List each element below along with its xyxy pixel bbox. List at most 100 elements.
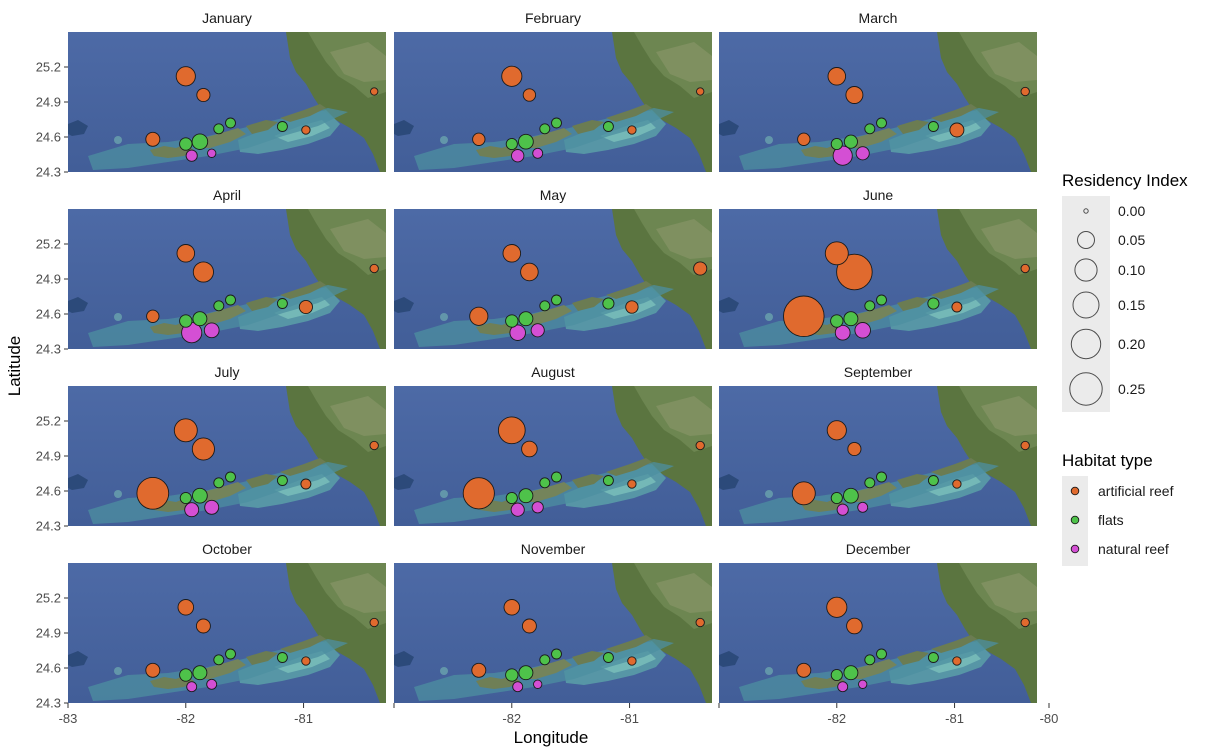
satellite-basemap xyxy=(68,209,386,349)
facet-strip xyxy=(68,362,386,386)
facet-strip xyxy=(719,8,1037,32)
facet-panel: May xyxy=(394,185,712,349)
legend: Residency Index 0.00 0.05 0.10 0.15 0.20 0.25… xyxy=(1062,171,1188,566)
y-tick-label: 25.2 xyxy=(36,414,61,429)
y-axis-title: Latitude xyxy=(5,336,24,397)
data-point xyxy=(836,253,873,291)
satellite-basemap xyxy=(68,386,386,526)
x-tick-label: -81 xyxy=(945,711,964,726)
data-point xyxy=(627,479,637,489)
color-legend-label: natural reef xyxy=(1098,541,1169,557)
x-tick-label: -80 xyxy=(1040,711,1059,726)
facet-panel: October xyxy=(68,539,386,703)
data-point xyxy=(827,67,847,86)
data-point xyxy=(858,679,868,689)
x-tick-label: -82 xyxy=(176,711,195,726)
data-point xyxy=(783,295,825,338)
data-point xyxy=(533,679,543,689)
data-point xyxy=(864,300,876,312)
size-legend-label: 0.05 xyxy=(1118,232,1145,248)
facet-label: December xyxy=(846,541,911,557)
facet-strip xyxy=(68,8,386,32)
y-tick-label: 24.6 xyxy=(36,484,61,499)
data-point xyxy=(191,437,215,461)
size-legend-key xyxy=(1072,291,1100,319)
data-point xyxy=(518,488,534,504)
data-point xyxy=(206,678,218,690)
data-point xyxy=(225,294,236,306)
data-point xyxy=(179,491,192,505)
facet-strip xyxy=(719,539,1037,563)
y-tick-label: 24.9 xyxy=(36,272,61,287)
data-point xyxy=(843,665,859,681)
data-point xyxy=(854,322,871,339)
satellite-basemap xyxy=(394,209,712,349)
color-legend-title: Habitat type xyxy=(1062,451,1153,470)
data-point xyxy=(276,475,288,486)
data-point xyxy=(177,599,195,616)
satellite-basemap xyxy=(719,209,1037,349)
data-point xyxy=(532,147,544,159)
size-legend-title: Residency Index xyxy=(1062,171,1188,190)
data-point xyxy=(469,306,489,326)
data-point xyxy=(518,133,534,150)
data-point xyxy=(949,122,965,138)
data-point xyxy=(518,311,534,327)
data-point xyxy=(539,477,551,489)
data-point xyxy=(836,503,849,516)
facet-panel: December xyxy=(719,539,1037,703)
facet-label: August xyxy=(531,364,575,380)
data-point xyxy=(145,662,161,678)
size-legend-key xyxy=(1074,258,1098,282)
facet-label: June xyxy=(863,187,894,203)
data-point xyxy=(213,123,225,135)
data-point xyxy=(276,652,288,663)
color-legend-label: artificial reef xyxy=(1098,483,1174,499)
y-tick-label: 24.3 xyxy=(36,696,61,711)
data-point xyxy=(176,244,196,263)
data-point xyxy=(876,648,887,660)
data-point xyxy=(204,499,220,515)
facet-label: January xyxy=(202,10,252,26)
data-point xyxy=(276,298,288,309)
data-point xyxy=(627,656,637,666)
data-point xyxy=(843,311,859,327)
data-point xyxy=(830,314,844,328)
facet-strip xyxy=(68,185,386,209)
data-point xyxy=(832,145,853,166)
data-point xyxy=(505,491,518,505)
data-point xyxy=(846,617,863,635)
data-point xyxy=(843,134,858,149)
size-legend-key xyxy=(1083,208,1089,214)
data-point xyxy=(462,477,495,510)
data-point xyxy=(864,654,876,666)
data-point xyxy=(847,441,862,457)
data-point xyxy=(276,121,288,132)
data-point xyxy=(602,121,614,132)
data-point xyxy=(834,324,851,341)
facet-panel: January xyxy=(68,8,386,172)
data-point xyxy=(511,149,525,163)
facet-strip xyxy=(719,362,1037,386)
size-legend-key xyxy=(1077,231,1095,249)
data-point xyxy=(225,117,236,129)
facet-panel: April xyxy=(68,185,386,349)
satellite-basemap xyxy=(394,563,712,703)
data-point xyxy=(791,481,816,506)
data-point xyxy=(369,617,379,628)
data-point xyxy=(531,501,544,514)
color-legend-label: flats xyxy=(1098,512,1124,528)
facet-label: May xyxy=(540,187,566,203)
data-point xyxy=(864,477,876,489)
data-point xyxy=(503,599,521,616)
data-point xyxy=(693,261,708,276)
data-point xyxy=(509,324,526,341)
facet-panel: March xyxy=(719,8,1037,172)
data-point xyxy=(843,487,859,504)
data-point xyxy=(179,668,193,682)
satellite-basemap xyxy=(68,563,386,703)
data-point xyxy=(837,681,849,693)
data-point xyxy=(191,133,209,150)
data-point xyxy=(696,87,705,96)
x-axis-title: Longitude xyxy=(514,728,589,747)
